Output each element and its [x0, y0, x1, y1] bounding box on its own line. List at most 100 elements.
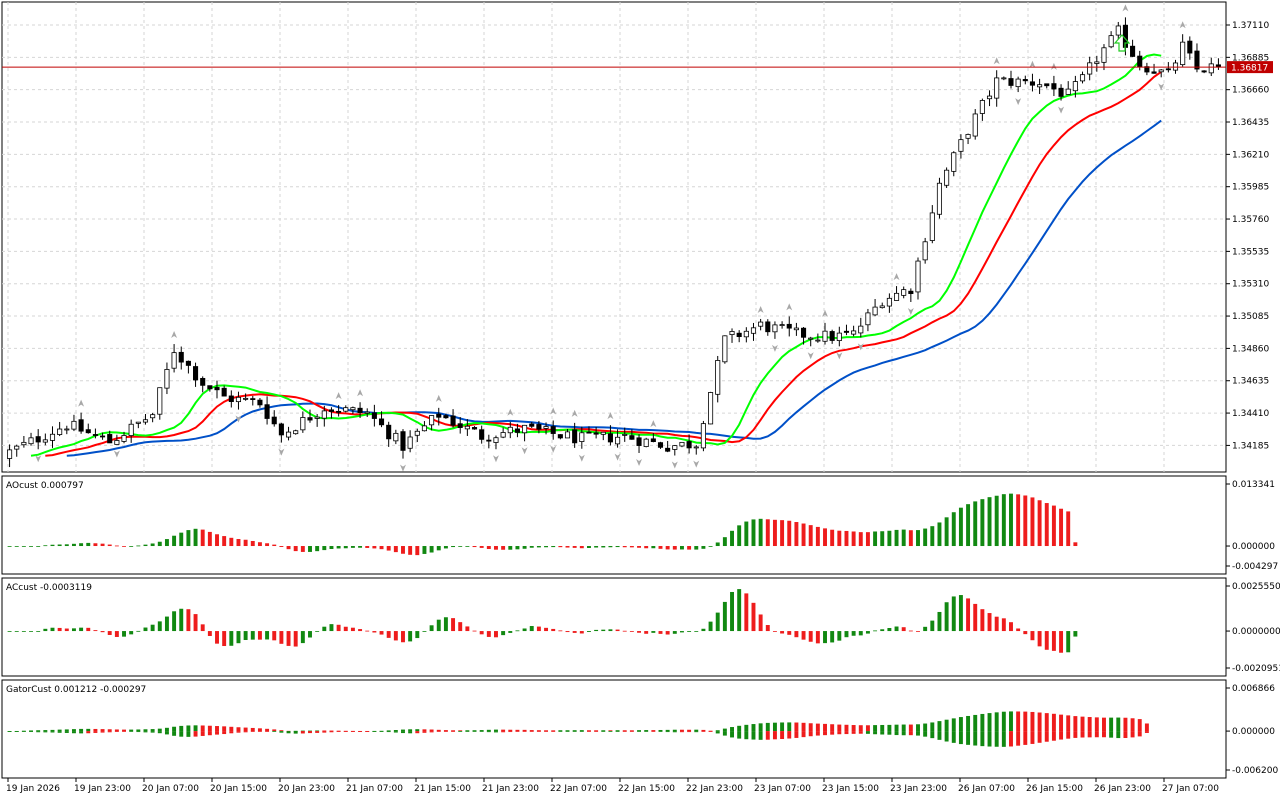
candle-body [808, 337, 814, 340]
arrow-up-icon [1113, 34, 1131, 52]
ao-bar [451, 546, 456, 548]
gator-lower-bar [329, 731, 334, 733]
candle-body [786, 323, 792, 329]
candle-body [672, 445, 678, 450]
candle-body [550, 426, 556, 434]
gator-upper-bar [930, 722, 935, 732]
ao-bar [629, 546, 634, 548]
ao-bar [415, 546, 420, 556]
ac-bar [787, 631, 792, 635]
gator-lower-bar [787, 731, 792, 739]
candle-body [693, 446, 699, 449]
gator-lower-bar [186, 731, 191, 737]
x-tick-label: 22 Jan 15:00 [618, 784, 675, 794]
candle-body [464, 425, 470, 430]
candle-body [121, 435, 127, 442]
ac-bar [1030, 631, 1035, 641]
gator-lower-bar [901, 731, 906, 736]
gator-upper-bar [465, 730, 470, 732]
candle-body [493, 437, 499, 443]
gator-lower-bar [14, 731, 19, 732]
gator-upper-bar [937, 721, 942, 732]
candle-body [765, 321, 771, 333]
ao-bar [436, 546, 441, 551]
gator-lower-bar [122, 731, 126, 732]
candle-body [858, 325, 864, 334]
candle-body [400, 431, 406, 451]
candle-body [1072, 81, 1078, 92]
gator-lower-bar [586, 731, 591, 732]
gator-upper-bar [679, 729, 684, 732]
candle-body [1201, 70, 1207, 73]
candle-body [429, 415, 435, 426]
gator-lower-bar [980, 731, 985, 747]
fractal-up-icon [357, 389, 364, 397]
ao-bar [830, 529, 835, 547]
gator-lower-bar [7, 731, 12, 732]
ao-bar [1059, 508, 1064, 547]
gator-upper-bar [86, 728, 91, 732]
ac-bar [615, 629, 620, 632]
gator-lower-bar [672, 731, 677, 733]
candle-body [893, 292, 900, 301]
candle-body [708, 392, 714, 425]
gator-upper-bar [36, 730, 41, 732]
ao-bar [894, 529, 899, 547]
ao-bar [71, 543, 76, 547]
ao-bar [129, 546, 134, 547]
candle-body [758, 321, 764, 327]
ac-bar [143, 627, 148, 632]
gator-upper-bar [815, 723, 820, 732]
ac-bar [379, 631, 384, 635]
ao-bar [579, 546, 584, 549]
candle-body [157, 387, 163, 415]
candle-body [278, 423, 284, 436]
gator-lower-bar [808, 731, 813, 737]
gator-lower-bar [93, 731, 98, 733]
gator-upper-bar [1137, 719, 1142, 732]
ac-bar [844, 631, 849, 638]
gator-lower-bar [1051, 731, 1056, 741]
ac-bar [436, 619, 441, 632]
gator-upper-bar [772, 722, 777, 732]
gator-upper-bar [565, 730, 570, 732]
ac-bar [758, 614, 763, 632]
fractal-down-icon [771, 344, 778, 352]
gator-upper-bar [973, 714, 978, 732]
gator-upper-bar [615, 730, 620, 732]
gator-lower-bar [1094, 731, 1099, 738]
ac-bar [57, 627, 62, 632]
fractal-down-icon [492, 455, 499, 463]
gator-lower-bar [715, 731, 720, 734]
candle-body [543, 426, 549, 429]
ao-bar [608, 546, 613, 548]
ao-bar [536, 546, 541, 548]
gator-upper-bar [744, 724, 749, 732]
gator-upper-bar [694, 729, 699, 732]
ac-bar [286, 631, 291, 646]
gator-lower-bar [21, 731, 26, 732]
ac-bar [107, 631, 112, 635]
panel-frame-3 [1, 679, 1227, 779]
ao-bar [401, 546, 405, 554]
panel-frame-0 [1, 1, 1227, 473]
fractal-up-icon [757, 305, 764, 313]
gator-upper-bar [701, 729, 706, 732]
ao-bar [257, 542, 262, 547]
ao-bar [908, 530, 913, 547]
candle-body [507, 426, 513, 434]
fractal-down-icon [399, 464, 406, 472]
gator-lower-bar [1023, 731, 1028, 745]
ao-bar [172, 535, 177, 547]
ac-bar [308, 631, 312, 638]
ao-bar [594, 546, 599, 548]
gator-upper-bar [966, 715, 971, 732]
gator-lower-bar [565, 731, 570, 732]
candle-body [1044, 83, 1050, 87]
candle-body [965, 134, 971, 139]
fractal-down-icon [578, 454, 585, 462]
ac-bar [608, 629, 613, 632]
ac-bar [744, 593, 749, 632]
